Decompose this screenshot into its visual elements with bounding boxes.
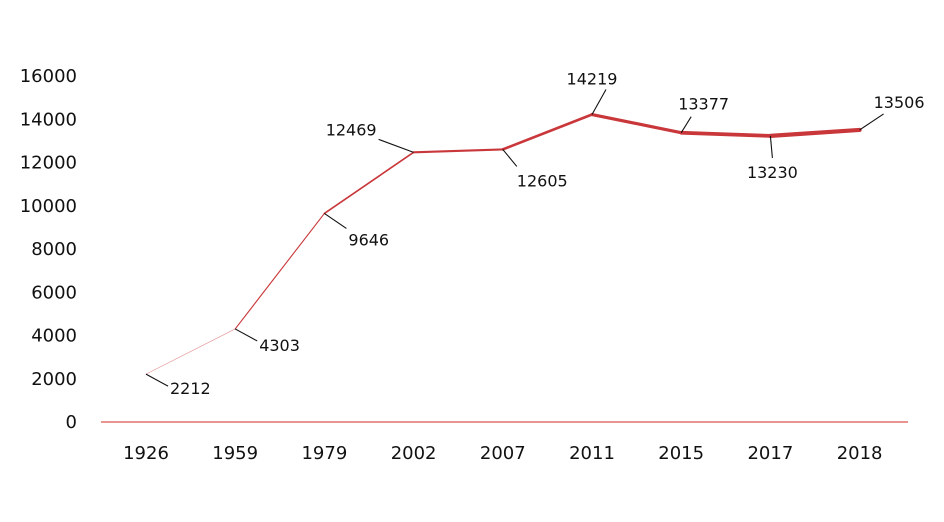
x-tick-label: 2002: [391, 443, 437, 464]
series-segment: [234, 212, 325, 330]
data-label: 12605: [517, 171, 568, 190]
y-tick-label: 4000: [31, 326, 77, 347]
y-tick-label: 10000: [20, 196, 77, 217]
y-tick-label: 14000: [20, 109, 77, 130]
series-segment: [145, 328, 236, 375]
series-line: [145, 112, 862, 375]
x-tick-label: 1959: [212, 443, 258, 464]
x-tick-label: 2018: [837, 443, 883, 464]
data-label-leader: [769, 135, 773, 158]
x-tick-label: 1926: [123, 443, 169, 464]
y-tick-label: 8000: [31, 239, 77, 260]
data-label: 13230: [747, 163, 798, 182]
data-label: 13506: [874, 93, 925, 112]
series-segment: [323, 151, 415, 215]
series-segment: [590, 112, 683, 135]
y-tick-label: 16000: [20, 66, 77, 87]
data-label-leader: [591, 89, 607, 115]
y-axis: 0 2000 4000 6000 8000 10000 12000 14000 16000: [20, 66, 77, 433]
data-label-leader: [378, 138, 414, 153]
x-tick-label: 2007: [480, 443, 526, 464]
x-axis: 1926 1959 1979 2002 2007 2011 2015 2017 2018: [123, 443, 882, 464]
series-segment: [768, 127, 862, 139]
data-label: 14219: [567, 70, 618, 89]
series-segment: [412, 148, 504, 154]
data-label-leader: [680, 116, 692, 134]
y-tick-label: 12000: [20, 153, 77, 174]
y-tick-label: 6000: [31, 282, 77, 303]
data-labels: 2212 4303 9646 12469 12605 14219 13377 13230 135…: [145, 70, 925, 398]
x-tick-label: 2015: [658, 443, 704, 464]
data-label: 4303: [259, 336, 300, 355]
data-label-leader: [859, 113, 884, 131]
data-label-leader: [234, 328, 258, 342]
x-tick-label: 2011: [569, 443, 615, 464]
y-tick-label: 0: [66, 412, 77, 433]
series-segment: [679, 130, 773, 138]
y-tick-label: 2000: [31, 369, 77, 390]
series-segment: [501, 113, 594, 151]
data-label: 2212: [170, 379, 211, 398]
data-label-leader: [324, 212, 347, 229]
data-label-leader: [502, 149, 518, 167]
data-label: 9646: [348, 230, 389, 249]
data-label-leader: [145, 373, 169, 387]
x-tick-label: 2017: [747, 443, 793, 464]
x-tick-label: 1979: [301, 443, 347, 464]
data-label: 13377: [678, 95, 729, 114]
data-label: 12469: [326, 120, 377, 139]
